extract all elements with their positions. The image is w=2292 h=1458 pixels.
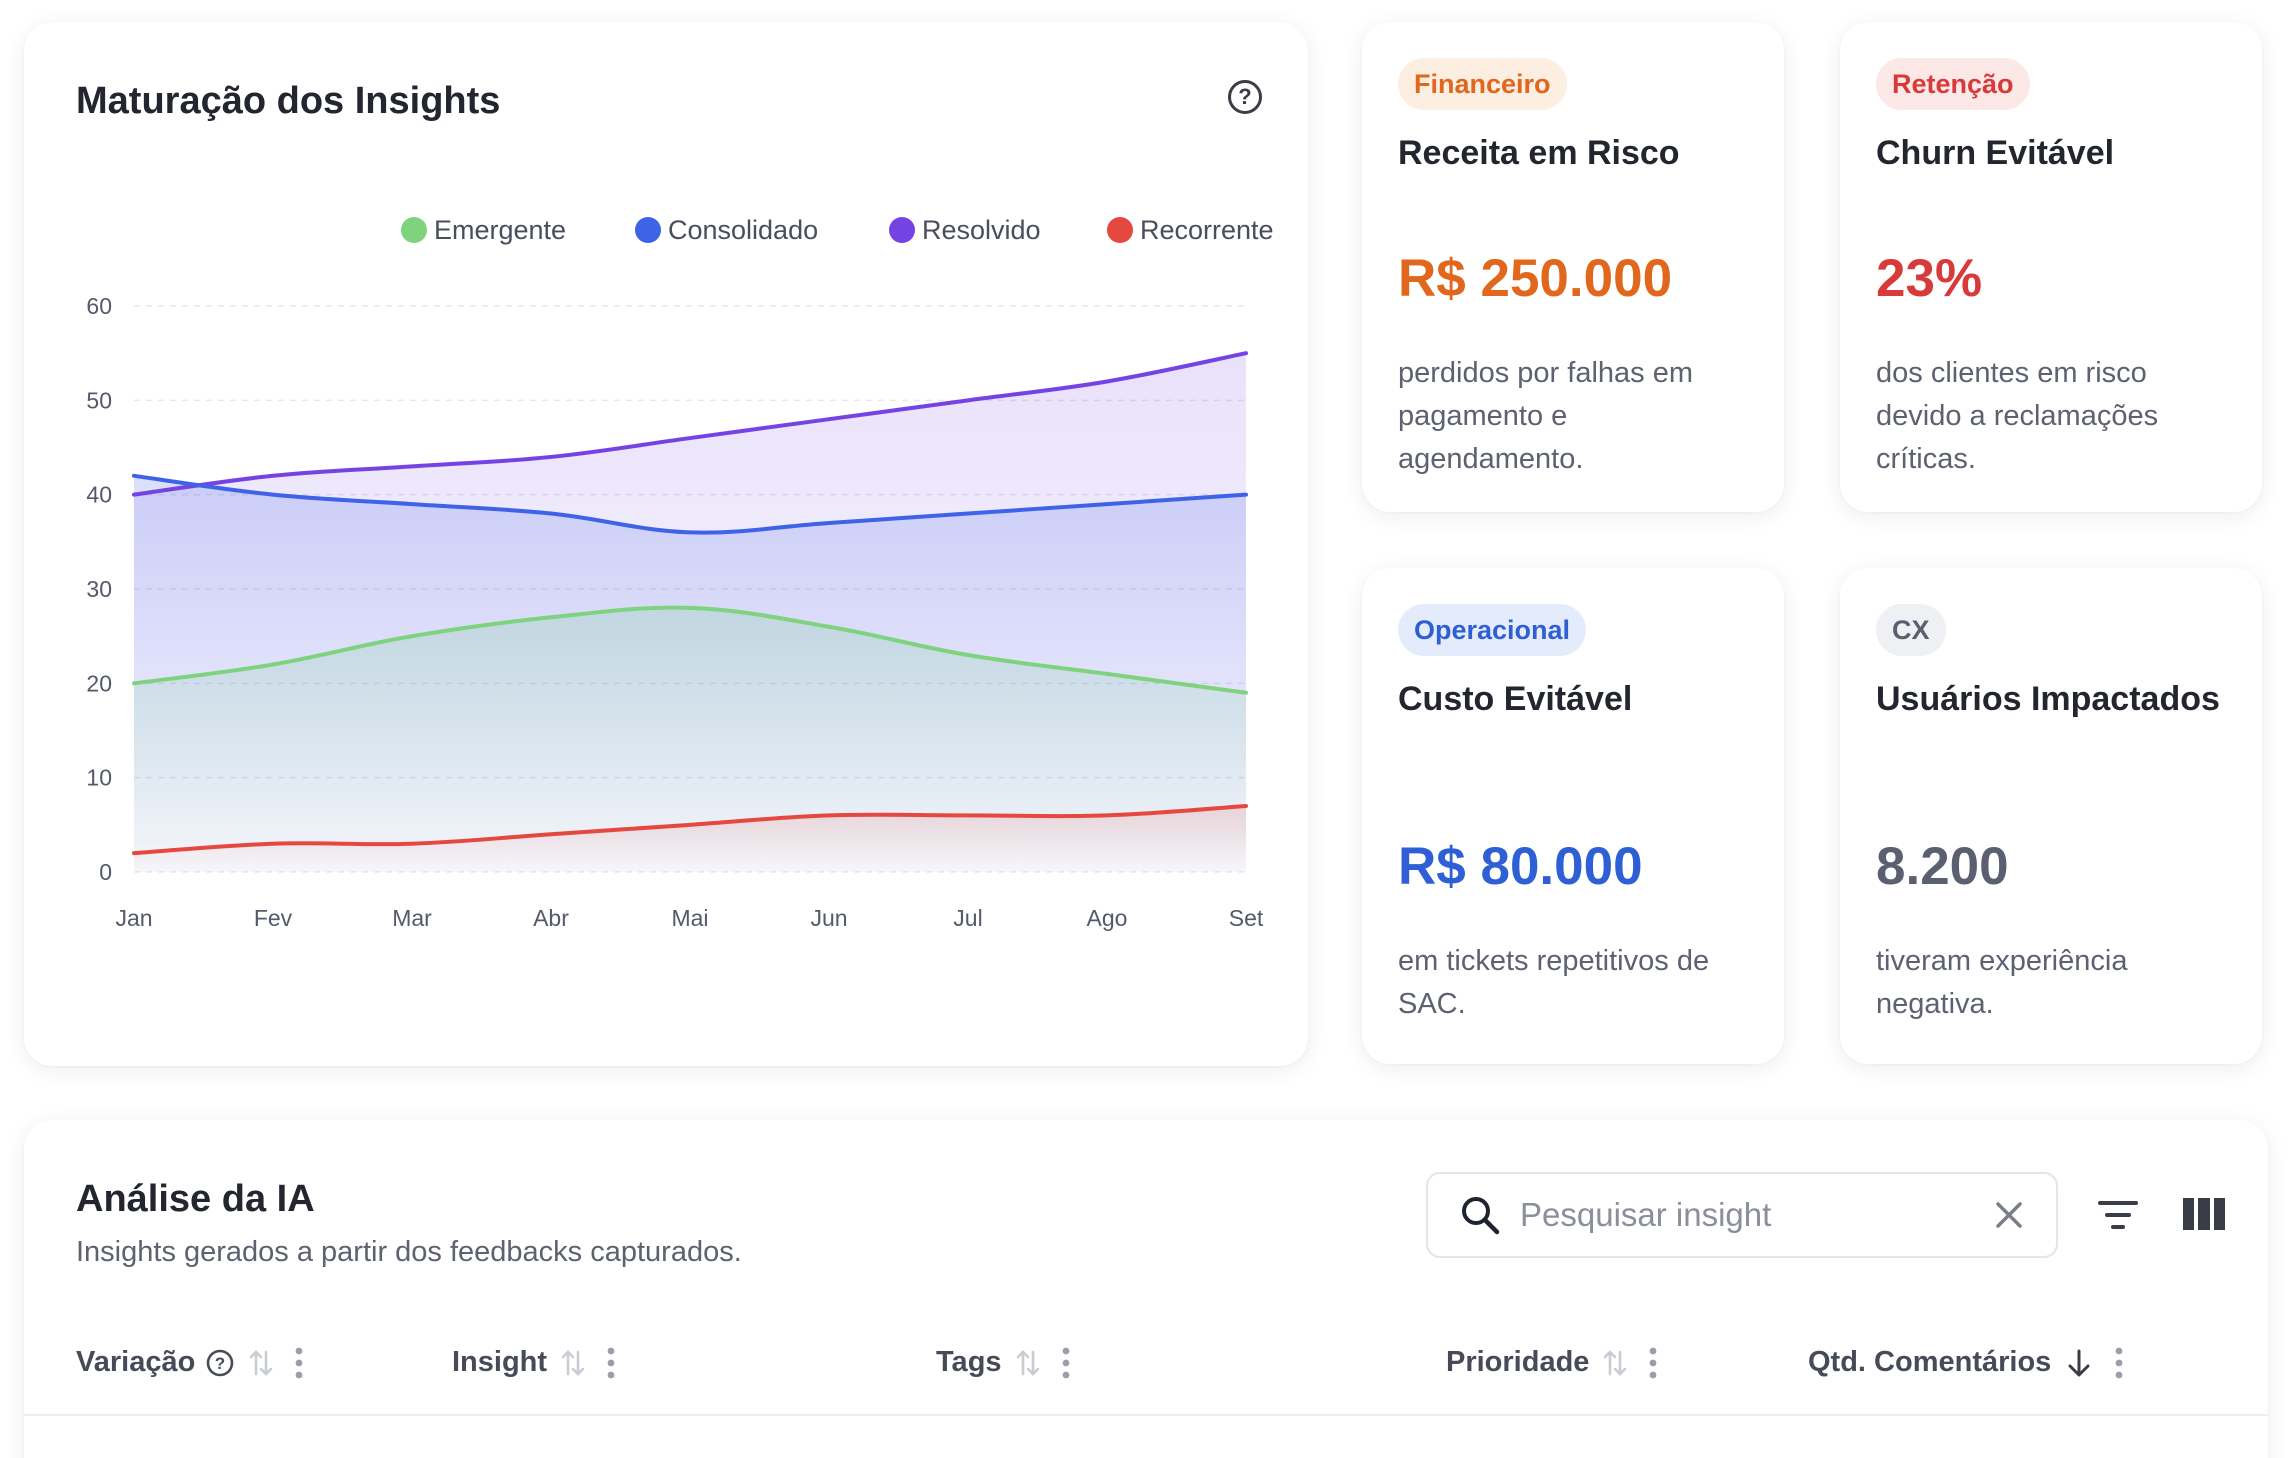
series-line-resolvido[interactable]: [132, 351, 1248, 497]
legend-dot: [635, 217, 661, 243]
x-tick-label: Jun: [810, 905, 847, 931]
insight-card-cx[interactable]: CX Usuários Impactados 8.200 tiveram exp…: [1840, 568, 2262, 1064]
card-description: em tickets repetitivos de SAC.: [1398, 945, 1710, 1020]
sort-icon[interactable]: [1603, 1348, 1627, 1378]
x-tick-label: Fev: [254, 905, 293, 931]
kebab-menu-icon[interactable]: [2115, 1347, 2123, 1379]
insight-card-operacional[interactable]: Operacional Custo Evitável R$ 80.000 em …: [1362, 568, 1784, 1064]
table-header-divider: [24, 1414, 2268, 1416]
maturity-chart: 0 10 20 30 40 50 60 Jan Fev Mar Abr Mai Jun Jul Ago Set…: [86, 215, 1274, 931]
legend-dot: [401, 217, 427, 243]
legend-dot: [889, 217, 915, 243]
y-tick-label: 40: [86, 482, 112, 508]
kebab-menu-icon[interactable]: [295, 1347, 303, 1379]
chart-card: 0 10 20 30 40 50 60 Jan Fev Mar Abr Mai Jun Jul Ago Set…: [24, 22, 1308, 1066]
legend-label: Recorrente: [1140, 215, 1274, 245]
card-value: R$ 250.000: [1398, 249, 1673, 308]
search-box: [1426, 1172, 2058, 1258]
help-circle-icon[interactable]: ?: [1228, 80, 1262, 114]
legend-item-resolvido[interactable]: Resolvido: [889, 215, 1041, 245]
x-tick-label: Abr: [533, 905, 569, 931]
card-title: Receita em Risco: [1398, 134, 1680, 172]
column-label: Variação: [76, 1346, 196, 1378]
column-label: Qtd. Comentários: [1808, 1346, 2052, 1378]
ai-analysis-section: Análise da IA Insights gerados a partir …: [24, 1120, 2268, 1458]
legend-label: Resolvido: [922, 215, 1041, 245]
svg-text:?: ?: [215, 1354, 225, 1373]
card-title: Custo Evitável: [1398, 680, 1633, 718]
y-tick-label: 30: [86, 576, 112, 602]
legend-label: Consolidado: [668, 215, 818, 245]
card-title: Churn Evitável: [1876, 134, 2115, 172]
sort-icon[interactable]: [249, 1348, 273, 1378]
y-tick-label: 0: [99, 859, 112, 885]
x-tick-label: Jul: [953, 905, 982, 931]
series-line-emergente[interactable]: [132, 605, 1248, 695]
filter-icon[interactable]: [2098, 1198, 2138, 1232]
card-value: R$ 80.000: [1398, 837, 1643, 896]
kebab-menu-icon[interactable]: [1649, 1347, 1657, 1379]
search-icon: [1462, 1197, 1500, 1235]
legend-dot: [1107, 217, 1133, 243]
arrow-down-icon[interactable]: [2065, 1347, 2093, 1379]
card-value: 8.200: [1876, 837, 2009, 896]
series-area-emergente: [134, 607, 1246, 872]
section-subtitle: Insights gerados a partir dos feedbacks …: [76, 1236, 742, 1268]
y-tick-label: 60: [86, 293, 112, 319]
category-badge: Retenção: [1876, 58, 2030, 110]
card-value: 23%: [1876, 249, 1983, 308]
y-tick-label: 10: [86, 765, 112, 791]
card-description: perdidos por falhas em pagamento e agend…: [1398, 357, 1693, 475]
column-header-prioridade[interactable]: Prioridade: [1446, 1346, 1657, 1379]
x-tick-label: Mai: [671, 905, 708, 931]
x-tick-label: Jan: [115, 905, 152, 931]
column-label: Prioridade: [1446, 1346, 1590, 1378]
insight-card-financeiro[interactable]: Financeiro Receita em Risco R$ 250.000 p…: [1362, 22, 1784, 512]
chart-title: Maturação dos Insights: [76, 80, 501, 122]
legend-item-emergente[interactable]: Emergente: [401, 215, 566, 245]
card-description: tiveram experiência negativa.: [1876, 945, 2128, 1020]
column-header-qtd-comentarios[interactable]: Qtd. Comentários: [1808, 1346, 2123, 1379]
sort-icon[interactable]: [1016, 1348, 1040, 1378]
series-area-recorrente: [134, 805, 1246, 872]
x-tick-label: Mar: [392, 905, 432, 931]
column-header-tags[interactable]: Tags: [936, 1346, 1070, 1379]
column-header-insight[interactable]: Insight: [452, 1346, 615, 1379]
legend-item-recorrente[interactable]: Recorrente: [1107, 215, 1274, 245]
x-tick-label: Ago: [1087, 905, 1128, 931]
help-circle-icon[interactable]: ?: [205, 1348, 235, 1378]
y-tick-label: 20: [86, 670, 112, 696]
column-label: Tags: [936, 1346, 1002, 1378]
sort-icon[interactable]: [561, 1348, 585, 1378]
section-title: Análise da IA: [76, 1178, 315, 1220]
legend-label: Emergente: [434, 215, 566, 245]
column-label: Insight: [452, 1346, 548, 1378]
legend-item-consolidado[interactable]: Consolidado: [635, 215, 818, 245]
card-title: Usuários Impactados: [1876, 680, 2220, 718]
kebab-menu-icon[interactable]: [607, 1347, 615, 1379]
columns-icon[interactable]: [2182, 1196, 2226, 1232]
category-badge: Financeiro: [1398, 58, 1567, 110]
column-header-variacao[interactable]: Variação ?: [76, 1346, 303, 1379]
kebab-menu-icon[interactable]: [1062, 1347, 1070, 1379]
series-line-recorrente[interactable]: [132, 803, 1248, 856]
category-badge: Operacional: [1398, 604, 1587, 656]
category-badge: CX: [1876, 604, 1946, 656]
series-line-consolidado[interactable]: [132, 473, 1248, 535]
close-icon[interactable]: [1994, 1200, 2024, 1230]
y-tick-label: 50: [86, 387, 112, 413]
search-input[interactable]: [1520, 1196, 1960, 1234]
card-description: dos clientes em risco devido a reclamaçõ…: [1876, 357, 2159, 475]
insight-card-retencao[interactable]: Retenção Churn Evitável 23% dos clientes…: [1840, 22, 2262, 512]
x-tick-label: Set: [1229, 905, 1264, 931]
